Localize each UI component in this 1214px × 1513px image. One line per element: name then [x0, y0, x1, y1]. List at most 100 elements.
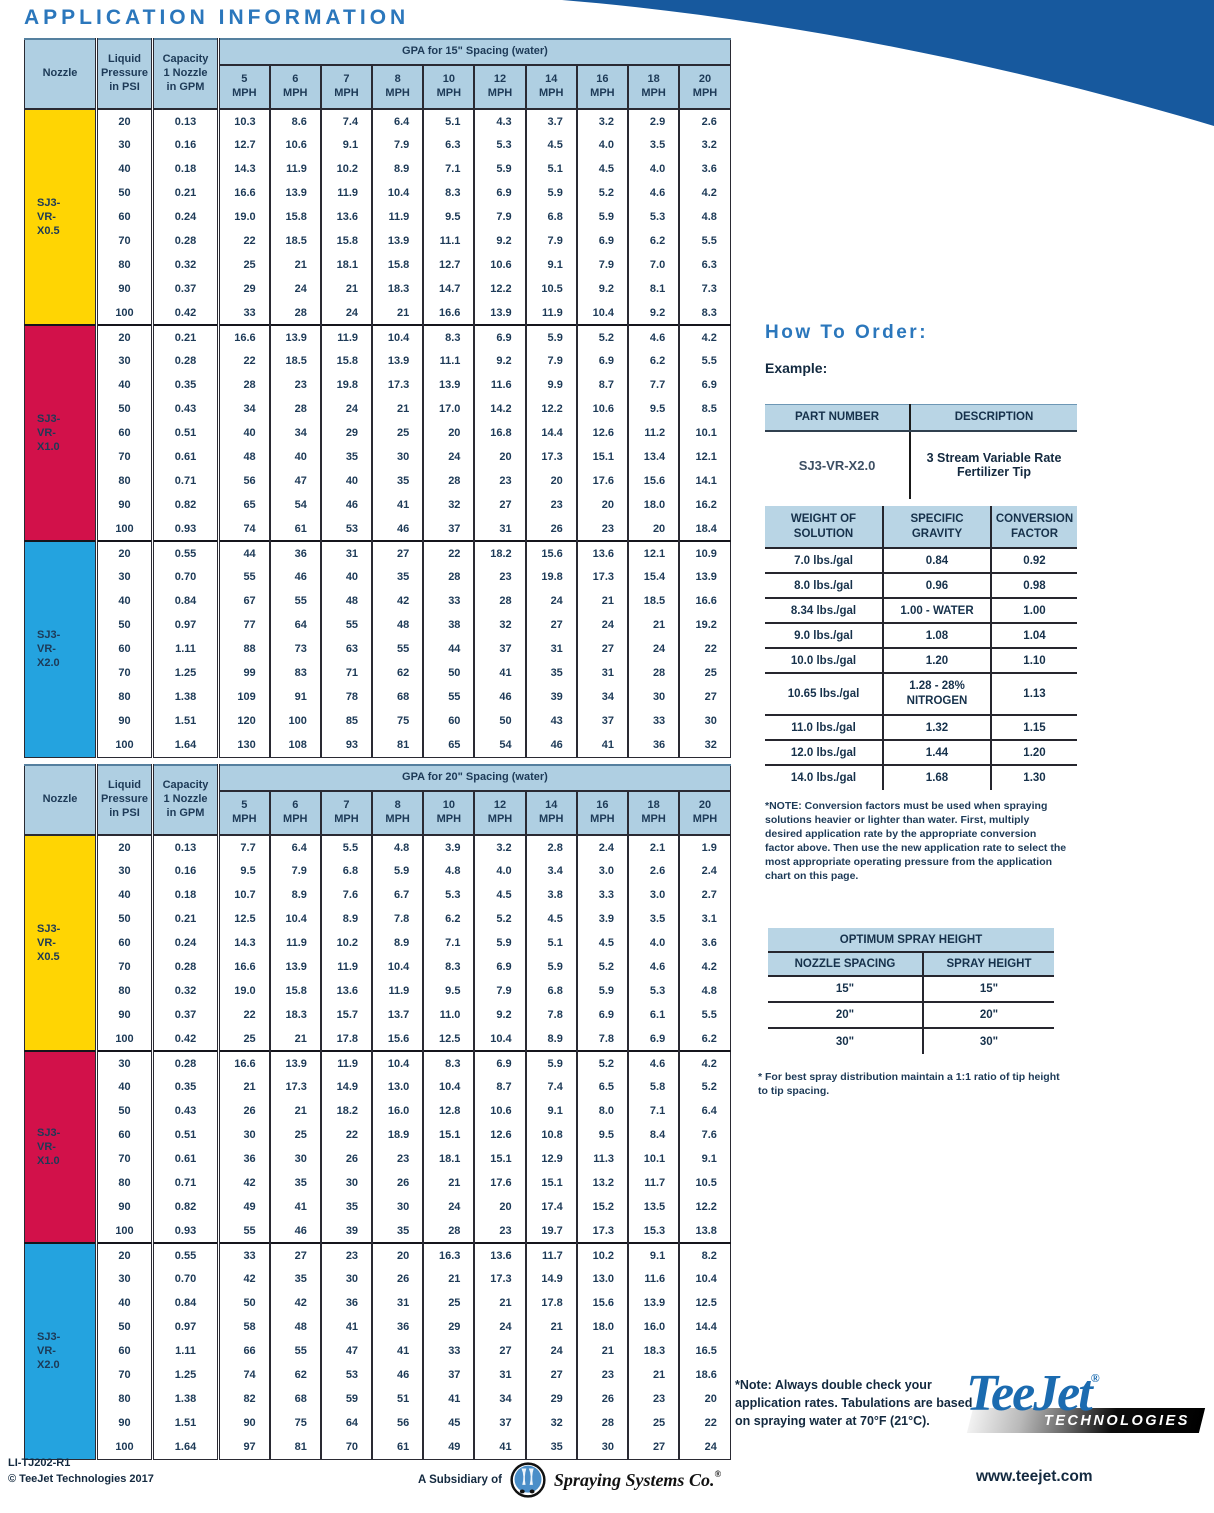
capacity-cell: 0.32 [151, 979, 219, 1003]
gpa-value-cell: 28 [216, 373, 270, 397]
gpa-value-cell: 32 [678, 733, 731, 757]
gpa-value-cell: 49 [216, 1195, 270, 1219]
capacity-cell: 0.37 [151, 1003, 219, 1027]
nozzle-label-cell: SJ3- VR- X2.0 [24, 1242, 97, 1459]
spray-height-title-row: OPTIMUM SPRAY HEIGHT [768, 928, 1054, 953]
nozzle-label-line: X0.5 [37, 225, 60, 238]
capacity-cell: 0.37 [151, 277, 219, 301]
gpa-value-cell: 90 [216, 1411, 270, 1435]
pressure-cell: 50 [95, 181, 153, 205]
nozzle-column-header: Nozzle [24, 39, 97, 110]
gpa-value-cell: 3.1 [678, 907, 731, 931]
gpa-value-cell: 2.9 [626, 109, 680, 133]
gpa-value-cell: 78 [319, 685, 373, 709]
gpa-value-cell: 28 [626, 661, 680, 685]
gpa-value-cell: 5.8 [626, 1075, 680, 1099]
pressure-cell: 80 [95, 979, 153, 1003]
spray-height-row: 20" 20" [768, 1002, 1054, 1029]
gpa-value-cell: 35 [319, 445, 373, 469]
gpa-value-cell: 20 [626, 517, 680, 541]
mph-column-header: 7 MPH [319, 65, 373, 110]
gpa-value-cell: 3.8 [524, 883, 577, 907]
pressure-cell: 30 [95, 859, 153, 883]
gpa-value-cell: 6.3 [422, 133, 475, 157]
gpa-value-cell: 15.4 [626, 565, 680, 589]
conversion-cell: 1.68 [882, 765, 991, 790]
website-link: www.teejet.com [976, 1468, 1093, 1485]
gpa-value-cell: 11.1 [422, 349, 475, 373]
gpa-value-cell: 11.9 [319, 181, 373, 205]
gpa-value-cell: 6.8 [524, 979, 577, 1003]
gpa-value-cell: 61 [268, 517, 321, 541]
spray-height-row: 30" 30" [768, 1028, 1054, 1054]
conversion-cell: 1.20 [990, 740, 1077, 766]
pressure-cell: 70 [95, 955, 153, 979]
nozzle-label-line: SJ3- [37, 1330, 61, 1343]
pressure-cell: 30 [95, 1050, 153, 1075]
mph-column-header: 14 MPH [524, 65, 577, 110]
gpa-value-cell: 5.5 [319, 835, 373, 859]
gpa-value-cell: 15.8 [319, 349, 373, 373]
pressure-cell: 60 [95, 205, 153, 229]
gpa-value-cell: 17.3 [575, 1219, 628, 1243]
pressure-cell: 60 [95, 637, 153, 661]
capacity-cell: 0.35 [151, 1075, 219, 1099]
header-row: Nozzle Liquid Pressure in PSI Capacity 1 Nozz… [24, 765, 731, 836]
gpa-value-cell: 5.3 [422, 883, 475, 907]
gpa-value-cell: 60 [422, 709, 475, 733]
pressure-cell: 90 [95, 1195, 153, 1219]
table-row: 90 0.37 29 24 21 18.3 14.7 12.2 10.5 9.2 8.1 7.3 [25, 277, 731, 301]
gpa-value-cell: 33 [626, 709, 680, 733]
table-row: 30 0.16 9.5 7.9 6.8 5.9 4.8 4.0 3.4 3.0 2.6 2.4 [25, 859, 731, 883]
how-to-order-heading: How To Order: [765, 322, 929, 343]
gpa-value-cell: 1.9 [678, 835, 731, 859]
gpa-value-cell: 20 [473, 1195, 526, 1219]
gpa-value-cell: 17.3 [473, 1267, 526, 1291]
gpa-value-cell: 24 [678, 1435, 731, 1459]
gpa-value-cell: 7.3 [678, 277, 731, 301]
capacity-cell: 1.38 [151, 685, 219, 709]
gpa-value-cell: 30 [216, 1123, 270, 1147]
gpa-value-cell: 2.6 [626, 859, 680, 883]
gpa-value-cell: 28 [473, 589, 526, 613]
gpa-value-cell: 23 [575, 517, 628, 541]
gpa-value-cell: 11.7 [626, 1171, 680, 1195]
optimum-spray-height-table: OPTIMUM SPRAY HEIGHT NOZZLE SPACING SPRAY … [768, 928, 1054, 1054]
pressure-cell: 90 [95, 1003, 153, 1027]
gpa-value-cell: 14.1 [678, 469, 731, 493]
spray-height-cell: 30" [921, 1028, 1054, 1054]
conversion-row: 8.34 lbs./gal 1.00 - WATER 1.00 [765, 598, 1077, 624]
gpa-value-cell: 18.5 [268, 349, 321, 373]
table-row: 60 1.11 88 73 63 55 44 37 31 27 24 22 [25, 637, 731, 661]
gpa-value-cell: 2.6 [678, 109, 731, 133]
capacity-cell: 0.70 [151, 565, 219, 589]
gpa-value-cell: 13.9 [422, 373, 475, 397]
pressure-cell: 100 [95, 301, 153, 325]
gpa-value-cell: 10.4 [371, 324, 424, 349]
pressure-cell: 50 [95, 907, 153, 931]
gpa-value-cell: 26 [371, 1267, 424, 1291]
pressure-cell: 70 [95, 1147, 153, 1171]
nozzle-label-line: VR- [37, 936, 56, 949]
gpa-value-cell: 12.6 [473, 1123, 526, 1147]
conversion-cell: 1.04 [990, 623, 1077, 649]
gpa-value-cell: 23 [371, 1147, 424, 1171]
table-row: 70 1.25 99 83 71 62 50 41 35 31 28 25 [25, 661, 731, 685]
conversion-cell: 1.08 [882, 623, 991, 649]
gpa-value-cell: 38 [422, 613, 475, 637]
gpa-value-cell: 17.3 [371, 373, 424, 397]
conversion-cell: 0.92 [990, 548, 1077, 574]
capacity-cell: 0.43 [151, 397, 219, 421]
gpa-value-cell: 13.9 [268, 181, 321, 205]
gpa-value-cell: 15.6 [524, 540, 577, 565]
conversion-header-row: WEIGHT OF SOLUTION SPECIFIC GRAVITY CONVERSI… [765, 506, 1077, 549]
gpa-value-cell: 15.2 [575, 1195, 628, 1219]
capacity-cell: 0.93 [151, 1219, 219, 1243]
capacity-cell: 1.38 [151, 1387, 219, 1411]
subsidiary-text: A Subsidiary of [418, 1474, 502, 1486]
gpa-value-cell: 8.9 [371, 157, 424, 181]
nozzle-label-line: X1.0 [37, 441, 60, 454]
capacity-cell: 0.32 [151, 253, 219, 277]
conversion-cell: 12.0 lbs./gal [765, 740, 883, 766]
gpa-value-cell: 24 [422, 1195, 475, 1219]
